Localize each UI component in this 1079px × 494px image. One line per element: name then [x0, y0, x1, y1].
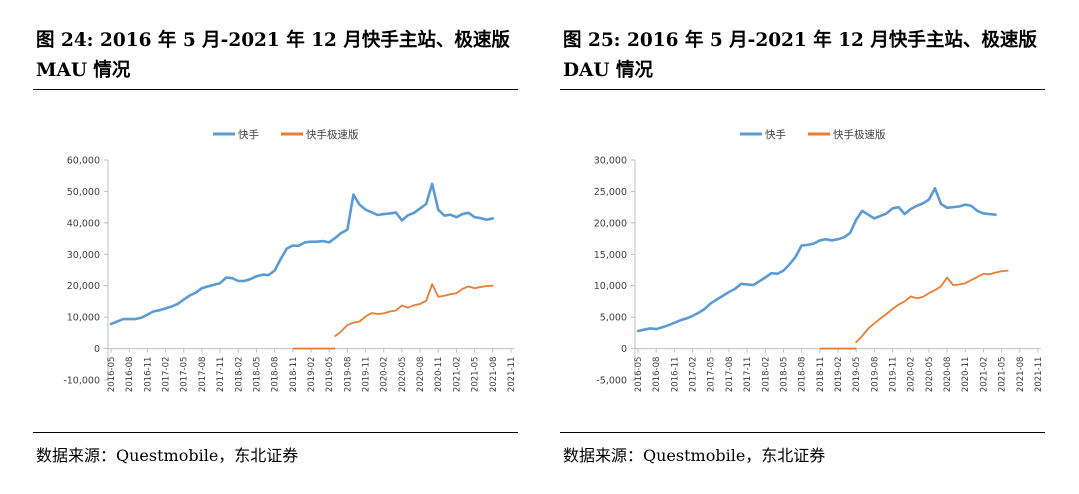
dau-figure-panel: 图 25: 2016 年 5 月-2021 年 12 月快手主站、极速版 DAU… [555, 0, 1055, 494]
x-tick-label: 2019-11 [889, 357, 899, 393]
y-tick-label: 30,000 [594, 156, 627, 167]
x-tick-label: 2020-11 [961, 357, 971, 393]
x-tick-label: 2021-05 [998, 357, 1008, 393]
x-tick-label: 2018-08 [798, 357, 808, 393]
x-tick-label: 2017-02 [689, 357, 699, 393]
y-tick-label: 30,000 [67, 250, 100, 261]
x-tick-label: 2019-05 [852, 357, 862, 393]
legend-main-label: 快手 [765, 128, 786, 141]
x-tick-label: 2018-05 [252, 357, 262, 393]
source-note: 数据来源：Questmobile，东北证券 [563, 446, 826, 465]
x-tick-label: 2018-11 [816, 357, 826, 393]
y-tick-label: 20,000 [67, 281, 100, 292]
figure-title: 图 25: 2016 年 5 月-2021 年 12 月快手主站、极速版 DAU… [563, 26, 1043, 86]
x-tick-label: 2017-11 [743, 357, 753, 393]
x-tick-label: 2019-02 [834, 357, 844, 393]
figure-title-line2: MAU 情况 [36, 60, 131, 81]
y-tick-label: 25,000 [594, 187, 627, 198]
x-tick-label: 2018-08 [271, 357, 281, 393]
x-tick-label: 2020-11 [434, 357, 444, 393]
x-tick-label: 2016-08 [125, 357, 135, 393]
series-line-main [109, 182, 495, 326]
x-tick-label: 2018-11 [289, 357, 299, 393]
x-tick-label: 2017-02 [162, 357, 172, 393]
series-line-main [636, 186, 997, 333]
x-tick-label: 2020-08 [943, 357, 953, 393]
chart-legend: 快手 快手极速版 [740, 128, 886, 141]
x-tick-label: 2016-05 [634, 357, 644, 393]
x-tick-label: 2021-02 [979, 357, 989, 393]
source-rule [560, 432, 1045, 433]
y-tick-label: 0 [94, 344, 100, 355]
x-tick-label: 2016-05 [107, 357, 117, 393]
figure-title-line1: 图 25: 2016 年 5 月-2021 年 12 月快手主站、极速版 [563, 30, 1037, 51]
x-tick-label: 2021-11 [507, 357, 517, 393]
y-tick-label: 40,000 [67, 218, 100, 229]
x-tick-label: 2019-11 [362, 357, 372, 393]
y-tick-label: 10,000 [67, 313, 100, 324]
y-tick-label: 20,000 [594, 218, 627, 229]
x-tick-label: 2017-11 [216, 357, 226, 393]
x-tick-label: 2016-11 [143, 357, 153, 393]
x-tick-label: 2020-08 [416, 357, 426, 393]
x-tick-label: 2020-05 [398, 357, 408, 393]
x-tick-label: 2017-08 [198, 357, 208, 393]
mau-line-chart: 快手 快手极速版 -10,000 0 10,000 20,000 30,000 40,000 5… [63, 128, 517, 393]
source-rule [33, 432, 518, 433]
x-tick-label: 2021-02 [452, 357, 462, 393]
legend-lite-label: 快手极速版 [306, 128, 359, 141]
legend-lite-label: 快手极速版 [833, 128, 886, 141]
series-line-lite [334, 283, 494, 337]
title-rule [560, 89, 1045, 90]
y-tick-label: -5,000 [596, 376, 627, 387]
y-tick-label: 15,000 [594, 250, 627, 261]
figure-title-line2: DAU 情况 [563, 60, 653, 81]
x-tick-label: 2018-02 [761, 357, 771, 393]
x-tick-label: 2020-02 [907, 357, 917, 393]
series-line-lite [855, 269, 1009, 344]
x-tick-label: 2021-11 [1034, 357, 1044, 393]
x-tick-label: 2018-05 [779, 357, 789, 393]
x-tick-label: 2018-02 [234, 357, 244, 393]
y-tick-label: 5,000 [600, 313, 627, 324]
title-rule [33, 89, 518, 90]
figure-title: 图 24: 2016 年 5 月-2021 年 12 月快手主站、极速版 MAU… [36, 26, 516, 86]
x-tick-label: 2021-08 [1016, 357, 1026, 393]
x-tick-label: 2019-08 [343, 357, 353, 393]
x-tick-label: 2020-05 [925, 357, 935, 393]
x-tick-label: 2019-05 [325, 357, 335, 393]
y-tick-label: 10,000 [594, 281, 627, 292]
x-tick-label: 2016-08 [652, 357, 662, 393]
y-tick-label: 60,000 [67, 156, 100, 167]
y-tick-label: -10,000 [63, 376, 100, 387]
x-tick-label: 2020-02 [380, 357, 390, 393]
mau-figure-panel: 图 24: 2016 年 5 月-2021 年 12 月快手主站、极速版 MAU… [28, 0, 528, 494]
x-tick-label: 2019-02 [307, 357, 317, 393]
source-note: 数据来源：Questmobile，东北证券 [36, 446, 299, 465]
x-tick-label: 2017-05 [707, 357, 717, 393]
dau-line-chart: 快手 快手极速版 -5,000 0 5,000 10,000 15,000 20,000 25,… [594, 128, 1044, 393]
x-tick-label: 2021-08 [489, 357, 499, 393]
figure-title-line1: 图 24: 2016 年 5 月-2021 年 12 月快手主站、极速版 [36, 30, 510, 51]
chart-legend: 快手 快手极速版 [213, 128, 359, 141]
x-tick-label: 2019-08 [870, 357, 880, 393]
y-tick-label: 50,000 [67, 187, 100, 198]
x-tick-label: 2017-08 [725, 357, 735, 393]
legend-main-label: 快手 [238, 128, 259, 141]
y-tick-label: 0 [621, 344, 627, 355]
x-tick-label: 2021-05 [471, 357, 481, 393]
x-tick-label: 2016-11 [670, 357, 680, 393]
x-tick-label: 2017-05 [180, 357, 190, 393]
